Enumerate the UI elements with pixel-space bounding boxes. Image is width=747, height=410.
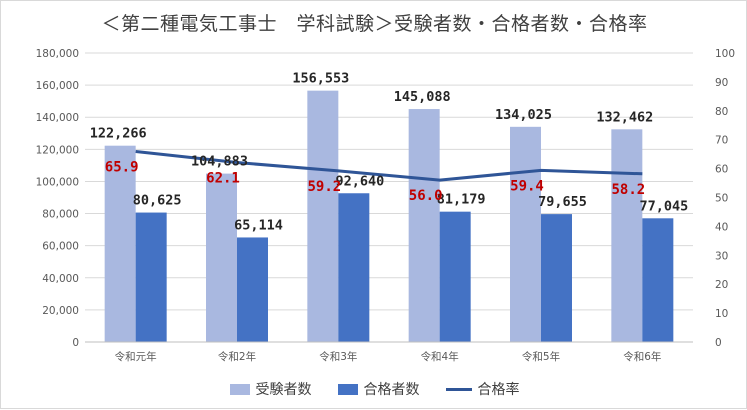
legend-swatch-pass-rate [445, 387, 472, 391]
legend-swatch-passers [337, 383, 358, 395]
y-right-tick-label: 80 [715, 106, 728, 118]
y-right-tick-label: 20 [715, 279, 728, 291]
data-label-passers: 65,114 [234, 217, 283, 233]
data-label-passers: 80,625 [133, 193, 182, 209]
legend-swatch-applicants [229, 383, 250, 395]
legend-label-pass-rate: 合格率 [477, 382, 520, 398]
data-label-passers: 77,045 [639, 198, 688, 214]
y-right-tick-label: 50 [715, 193, 728, 205]
bar-passers [135, 212, 167, 342]
y-left-tick-label: 80,000 [42, 209, 79, 221]
bar-passers [541, 214, 572, 342]
y-right-tick-label: 30 [715, 250, 728, 262]
y-right-tick-label: 0 [715, 337, 722, 349]
pass-rate-line [135, 150, 643, 182]
legend-item-passers: 合格者数 [337, 379, 420, 399]
data-label-passers: 79,655 [538, 194, 587, 210]
bar-passers [642, 218, 674, 342]
data-label-passers: 81,179 [437, 192, 486, 208]
data-label-applicants: 145,088 [394, 89, 451, 105]
x-tick-label: 令和元年 [115, 350, 157, 363]
bar-passers [237, 237, 268, 342]
legend-item-applicants: 受験者数 [229, 379, 312, 399]
x-tick-label: 令和2年 [218, 350, 256, 363]
y-left-tick-label: 0 [72, 337, 79, 349]
data-label-pass-rate: 56.0 [409, 188, 443, 204]
data-label-applicants: 122,266 [90, 126, 147, 142]
bar-applicants [510, 126, 541, 342]
y-right-tick-label: 70 [715, 135, 728, 147]
y-left-tick-label: 180,000 [36, 48, 79, 60]
bar-applicants [307, 90, 339, 342]
y-right-tick-label: 60 [715, 164, 728, 176]
y-left-tick-label: 40,000 [42, 273, 79, 285]
data-label-applicants: 104,883 [191, 154, 248, 170]
y-right-tick-label: 40 [715, 221, 728, 233]
x-tick-label: 令和4年 [421, 350, 459, 363]
y-left-tick-label: 20,000 [42, 305, 79, 317]
y-left-tick-label: 140,000 [36, 112, 79, 124]
legend: 受験者数 合格者数 合格率 [1, 379, 747, 399]
legend-label-passers: 合格者数 [363, 382, 420, 398]
y-left-tick-label: 100,000 [36, 176, 79, 188]
x-tick-label: 令和3年 [319, 350, 357, 363]
y-right-tick-label: 90 [715, 77, 728, 89]
bar-applicants [104, 145, 136, 342]
y-left-tick-label: 60,000 [42, 241, 79, 253]
data-label-pass-rate: 62.1 [206, 171, 240, 187]
y-left-tick-label: 160,000 [36, 80, 79, 92]
y-right-tick-label: 100 [715, 48, 735, 60]
legend-label-applicants: 受験者数 [255, 382, 312, 398]
data-label-applicants: 134,025 [495, 107, 552, 123]
data-label-passers: 92,640 [335, 173, 384, 189]
bar-passers [338, 193, 370, 342]
bar-applicants [408, 109, 440, 342]
bar-passers [439, 211, 471, 342]
bar-applicants [611, 129, 643, 342]
y-left-tick-label: 120,000 [36, 144, 79, 156]
bar-applicants [206, 173, 237, 342]
y-right-tick-label: 10 [715, 308, 728, 320]
chart-title: ＜第二種電気工事士 学科試験＞受験者数・合格者数・合格率 [101, 13, 648, 35]
data-label-applicants: 132,462 [596, 109, 653, 125]
x-tick-label: 令和6年 [623, 350, 661, 363]
data-label-pass-rate: 65.9 [105, 160, 139, 176]
data-label-pass-rate: 59.2 [307, 179, 341, 195]
data-label-pass-rate: 59.4 [510, 178, 544, 194]
data-label-applicants: 156,553 [292, 71, 349, 87]
data-label-pass-rate: 58.2 [611, 182, 645, 198]
x-tick-label: 令和5年 [522, 350, 560, 363]
legend-item-pass-rate: 合格率 [445, 379, 520, 399]
